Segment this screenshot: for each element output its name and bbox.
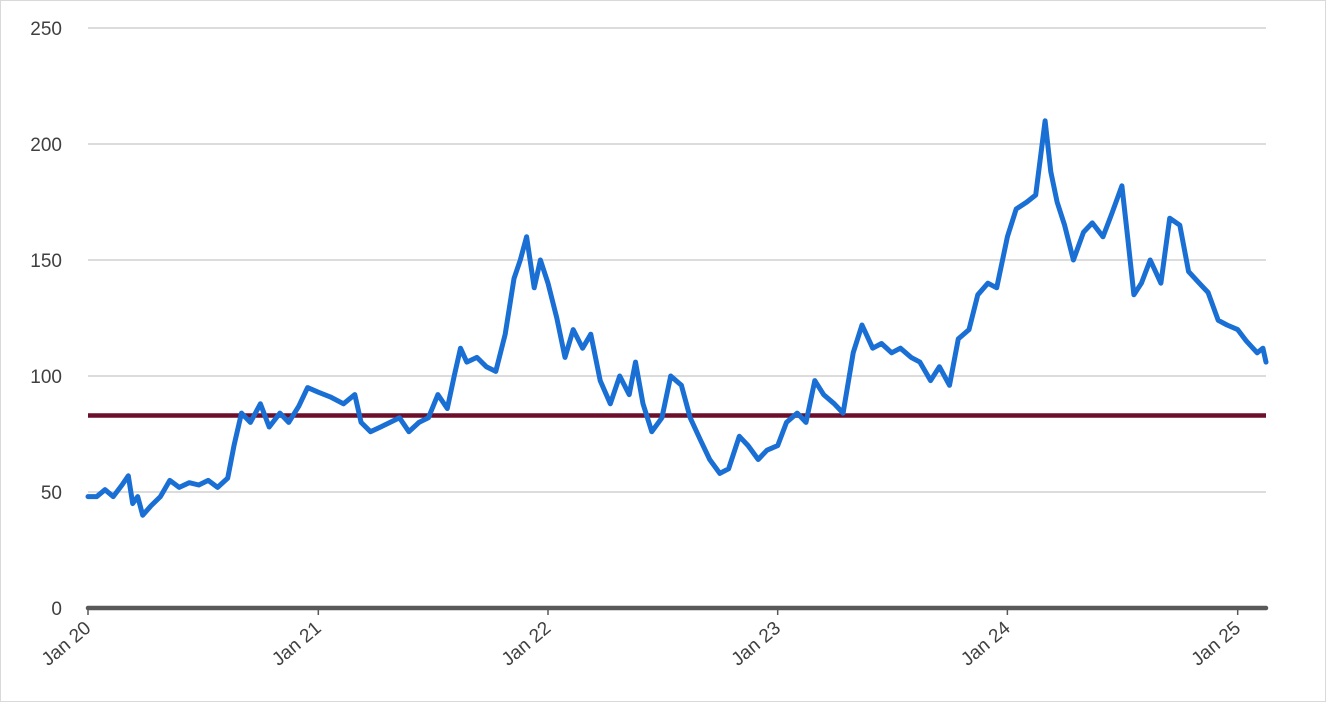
y-tick-label: 150: [30, 251, 62, 272]
x-tick-label: Jan 22: [498, 618, 555, 671]
gridlines: [88, 27, 1266, 493]
y-tick-label: 100: [30, 367, 62, 388]
y-tick-label: 250: [30, 19, 62, 40]
x-tick-label: Jan 21: [268, 618, 325, 671]
y-tick-label: 200: [30, 135, 62, 156]
x-tick-label: Jan 20: [38, 618, 95, 671]
x-tick-label: Jan 24: [957, 617, 1015, 670]
series-layer: [85, 118, 1269, 518]
y-axis-tick-labels: 0 50 100 150 200 250: [30, 19, 62, 620]
series-line-0: [85, 118, 1269, 518]
y-tick-label: 0: [51, 599, 62, 620]
y-tick-label: 50: [41, 483, 62, 504]
x-tick-label: Jan 23: [728, 618, 785, 671]
x-axis-tick-labels: Jan 20 Jan 21 Jan 22 Jan 23 Jan 24 Jan 25: [38, 608, 1245, 670]
x-tick-label: Jan 25: [1188, 618, 1245, 671]
